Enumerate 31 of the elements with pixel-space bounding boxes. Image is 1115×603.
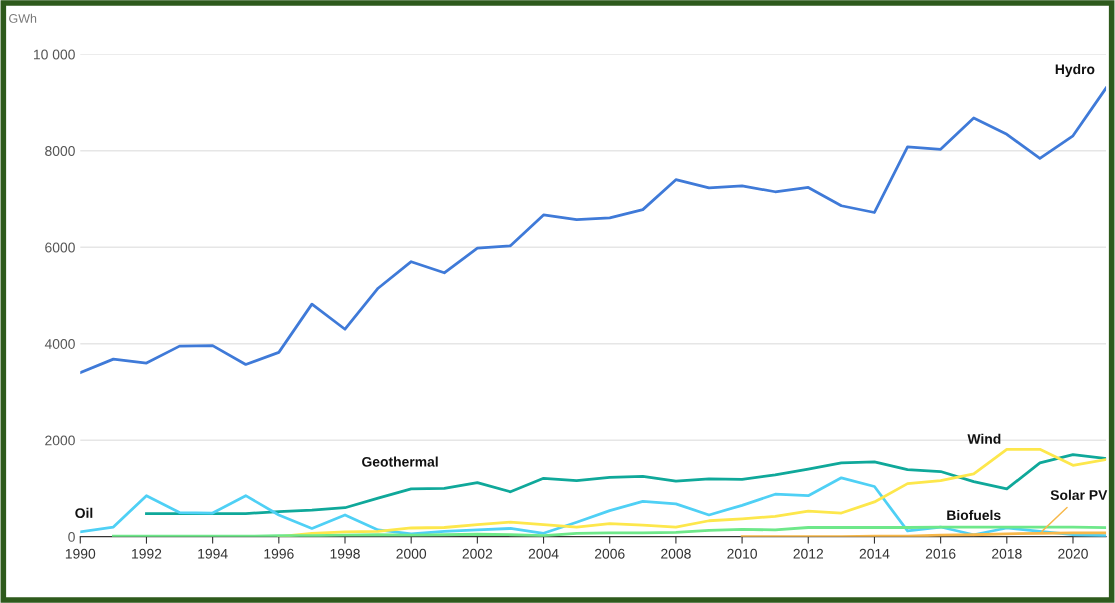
x-tick-label: 2020: [1058, 548, 1088, 559]
series-label: Geothermal: [362, 456, 438, 467]
line-series: [80, 86, 1107, 375]
x-tick-label: 2004: [528, 548, 559, 559]
line-series: [111, 525, 1107, 537]
text: Solar PV: [1050, 489, 1108, 500]
x-tick-label: 2002: [462, 548, 493, 559]
x-tick-label: 1996: [264, 548, 294, 559]
x-tick-label: 2014: [859, 548, 890, 559]
series-label: Oil: [75, 507, 93, 518]
x-tick-label: 2000: [396, 548, 427, 559]
x-tick-label: 2016: [925, 548, 956, 559]
x-tick-label: 2018: [992, 548, 1022, 559]
x-tick-label: 2010: [727, 548, 757, 559]
x-tick-label: 2008: [661, 548, 691, 559]
y-tick-label: 8000: [45, 146, 75, 156]
y-axis-title: GWh: [9, 13, 37, 23]
series-label: Hydro: [1055, 63, 1095, 77]
y-tick-label: 4000: [44, 339, 75, 349]
x-tick-label: 2012: [793, 548, 824, 559]
series-label: Wind: [967, 433, 1001, 444]
y-tick-label: 10 000: [34, 49, 75, 60]
y-tick-label: 6000: [45, 242, 75, 253]
y-tick-label: 2000: [45, 435, 75, 446]
x-tick-label: 1992: [132, 548, 162, 559]
y-tick-label: 0: [68, 532, 75, 542]
x-tick-label: 1994: [198, 548, 228, 559]
x-tick-label: 2006: [594, 548, 625, 559]
x-tick-label: 1998: [330, 548, 360, 559]
series-label: Biofuels: [947, 509, 1001, 521]
x-tick-label: 1990: [65, 548, 96, 559]
